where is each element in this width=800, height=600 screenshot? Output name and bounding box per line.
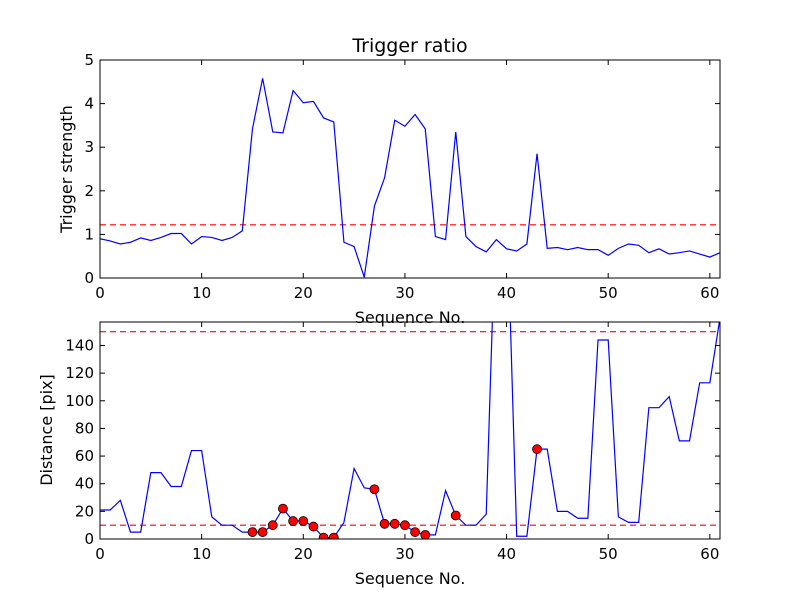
data-point-marker bbox=[318, 532, 329, 539]
x-tick-label: 60 bbox=[700, 545, 719, 563]
axes-frame bbox=[99, 321, 721, 540]
series-line bbox=[100, 322, 720, 539]
x-axis-label: Sequence No. bbox=[355, 569, 466, 588]
y-tick-label: 0 bbox=[84, 530, 94, 548]
data-point-marker bbox=[410, 527, 420, 537]
data-point-marker bbox=[247, 527, 258, 537]
data-point-marker bbox=[389, 518, 400, 529]
data-point-marker bbox=[369, 484, 380, 495]
data-point-marker bbox=[532, 444, 542, 455]
data-point-marker bbox=[308, 521, 319, 532]
x-tick-label: 0 bbox=[95, 545, 105, 563]
y-tick-label: 60 bbox=[75, 447, 94, 465]
data-point-marker bbox=[257, 527, 268, 537]
x-tick-label: 20 bbox=[294, 284, 313, 302]
y-axis-label: Distance [pix] bbox=[37, 374, 56, 486]
y-tick-label: 80 bbox=[75, 419, 94, 437]
y-tick-label: 4 bbox=[84, 95, 94, 113]
data-point-marker bbox=[400, 520, 410, 531]
x-tick-label: 0 bbox=[95, 284, 105, 302]
y-tick-label: 0 bbox=[84, 269, 94, 287]
x-tick-label: 30 bbox=[395, 284, 414, 302]
y-tick-label: 20 bbox=[75, 502, 94, 520]
x-tick-label: 20 bbox=[294, 545, 313, 563]
y-tick-label: 140 bbox=[65, 336, 94, 354]
data-point-marker bbox=[328, 532, 339, 539]
y-tick-label: 3 bbox=[84, 138, 94, 156]
data-point-marker bbox=[450, 510, 461, 521]
chart-title: Trigger ratio bbox=[351, 35, 467, 57]
x-tick-label: 30 bbox=[395, 545, 414, 563]
series-line bbox=[100, 78, 720, 278]
y-axis-label: Trigger strength bbox=[57, 105, 76, 234]
data-point-marker bbox=[288, 516, 299, 526]
x-tick-label: 10 bbox=[192, 545, 211, 563]
y-tick-label: 40 bbox=[75, 475, 94, 493]
trigger-ratio-chart: Trigger ratio Sequence No. Trigger stren… bbox=[57, 35, 721, 327]
x-tick-label: 50 bbox=[599, 545, 618, 563]
axes-frame bbox=[99, 59, 721, 279]
data-point-marker bbox=[420, 529, 431, 539]
x-tick-label: 60 bbox=[700, 284, 719, 302]
plot-area bbox=[100, 322, 720, 539]
x-axis-label: Sequence No. bbox=[355, 308, 466, 327]
y-tick-label: 5 bbox=[84, 51, 94, 69]
y-tick-label: 1 bbox=[84, 225, 94, 243]
x-tick-label: 40 bbox=[497, 284, 516, 302]
y-tick-label: 2 bbox=[84, 182, 94, 200]
x-tick-label: 50 bbox=[599, 284, 618, 302]
data-point-marker bbox=[278, 503, 288, 514]
x-tick-label: 10 bbox=[192, 284, 211, 302]
data-point-marker bbox=[379, 518, 390, 529]
plot-area bbox=[100, 78, 720, 278]
y-tick-label: 120 bbox=[65, 364, 94, 382]
data-point-marker bbox=[298, 516, 309, 526]
data-point-marker bbox=[267, 520, 278, 531]
distance-chart: Sequence No. Distance [pix] 0 10 20 30 40 50 6… bbox=[37, 321, 721, 588]
x-tick-label: 40 bbox=[497, 545, 516, 563]
y-tick-label: 100 bbox=[65, 392, 94, 410]
